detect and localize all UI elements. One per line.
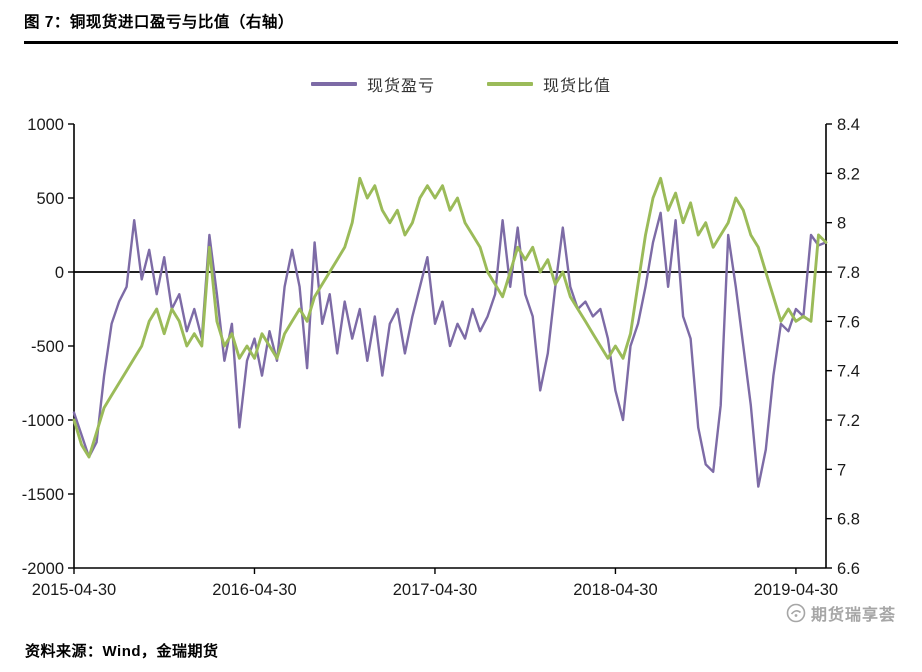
figure-title-text: 图 7：铜现货进口盈亏与比值（右轴） [24,14,294,31]
svg-text:2017-04-30: 2017-04-30 [393,581,477,599]
watermark-logo-icon [786,603,806,623]
svg-text:8.2: 8.2 [837,165,860,183]
legend-item-spot-ratio: 现货比值 [487,72,611,96]
legend-item-spot-pnl: 现货盈亏 [310,72,435,96]
svg-text:2015-04-30: 2015-04-30 [32,581,116,599]
watermark-text: 期货瑞享荟 [810,607,896,624]
svg-text:-2000: -2000 [22,560,64,578]
svg-text:2019-04-30: 2019-04-30 [754,581,838,599]
svg-text:8.4: 8.4 [837,116,860,134]
chart-legend: 现货盈亏 现货比值 [0,72,922,96]
source-note-text: 资料来源：Wind，金瑞期货 [25,643,219,660]
figure-title: 图 7：铜现货进口盈亏与比值（右轴） [24,10,898,44]
svg-text:8: 8 [837,215,846,233]
svg-text:6.8: 6.8 [837,511,860,529]
svg-text:-1000: -1000 [22,412,64,430]
svg-text:6.6: 6.6 [837,560,860,578]
watermark: 期货瑞享荟 [786,601,896,625]
svg-text:2018-04-30: 2018-04-30 [573,581,657,599]
svg-text:-1500: -1500 [22,486,64,504]
line-chart: 1000 500 0 -500 -1000 -1500 -2000 8.4 8.2 8 7.8 7.6… [14,98,894,610]
svg-text:1000: 1000 [27,116,64,134]
legend-swatch-green [487,82,533,86]
source-note: 资料来源：Wind，金瑞期货 [25,640,219,661]
svg-text:2016-04-30: 2016-04-30 [212,581,296,599]
svg-text:7.4: 7.4 [837,363,860,381]
svg-text:7.6: 7.6 [837,313,860,331]
svg-text:7: 7 [837,461,846,479]
svg-text:-500: -500 [31,338,64,356]
legend-label-spot-ratio: 现货比值 [543,78,612,95]
svg-text:7.2: 7.2 [837,412,860,430]
svg-text:7.8: 7.8 [837,264,860,282]
legend-swatch-purple [310,82,357,86]
svg-text:0: 0 [55,264,64,282]
legend-label-spot-pnl: 现货盈亏 [366,78,435,95]
svg-text:500: 500 [36,190,64,208]
